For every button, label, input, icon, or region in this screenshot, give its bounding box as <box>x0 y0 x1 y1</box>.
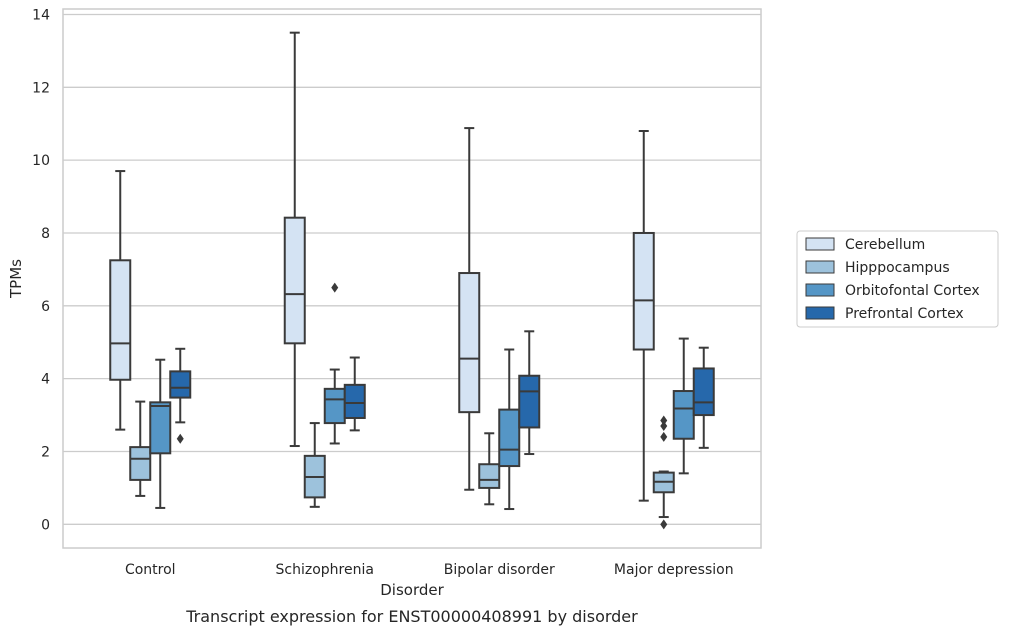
y-tick-label-4: 4 <box>41 372 50 388</box>
legend: Cerebellum Hipppocampus Orbitofontal Corte… <box>796 230 999 328</box>
x-tick-labels: Control Schizophrenia Bipolar disorder Majo… <box>125 562 734 578</box>
outlier-point-1 <box>660 420 668 431</box>
legend-item-2: Orbitofontal Cortex <box>805 283 980 299</box>
box-3-2 <box>672 337 695 475</box>
chart-caption: Transcript expression for ENST0000040899… <box>185 607 638 626</box>
legend-swatch <box>805 283 835 297</box>
box-2-1 <box>478 432 501 506</box>
y-tick-label-2: 2 <box>41 444 50 460</box>
outlier-point-3 <box>660 519 668 530</box>
box-1-3 <box>343 356 366 432</box>
legend-label: Orbitofontal Cortex <box>845 283 980 299</box>
box-3-0 <box>632 130 655 502</box>
box-iqr <box>283 216 306 345</box>
box-1-2 <box>323 282 346 445</box>
outlier-point-2 <box>660 415 668 426</box>
box-iqr <box>518 374 541 429</box>
y-tick-label-8: 8 <box>41 226 50 242</box>
legend-frame <box>796 230 999 328</box>
legend-swatch <box>805 237 835 251</box>
y-tick-label-10: 10 <box>32 153 50 169</box>
box-3-3 <box>692 346 715 449</box>
box-0-0 <box>109 170 132 431</box>
outlier-point-0 <box>176 433 184 444</box>
box-iqr <box>632 231 655 351</box>
y-tick-label-0: 0 <box>41 517 50 533</box>
box-iqr <box>672 390 695 440</box>
x-axis-label: Disorder <box>380 581 444 599</box>
box-iqr <box>109 259 132 381</box>
outlier-point-0 <box>660 431 668 442</box>
y-tick-label-6: 6 <box>41 299 50 315</box>
box-iqr <box>343 383 366 419</box>
box-2-2 <box>498 348 521 511</box>
box-iqr <box>169 370 192 399</box>
legend-swatch <box>805 306 835 320</box>
box-iqr <box>498 408 521 468</box>
box-iqr <box>323 387 346 425</box>
legend-item-3: Prefrontal Cortex <box>805 306 964 322</box>
box-1-0 <box>283 31 306 448</box>
y-tick-label-14: 14 <box>32 7 50 23</box>
plot-area-frame <box>62 8 762 549</box>
y-tick-labels: 0 2 4 6 8 10 12 14 <box>32 7 50 533</box>
box-0-1 <box>129 400 152 497</box>
x-tick-label-1: Schizophrenia <box>276 562 374 578</box>
box-iqr <box>458 272 481 414</box>
box-iqr <box>478 463 501 489</box>
outlier-point-0 <box>331 282 339 293</box>
box-2-3 <box>518 330 541 456</box>
x-tick-label-3: Major depression <box>614 562 734 578</box>
legend-item-0: Cerebellum <box>805 237 925 253</box>
box-iqr <box>129 446 152 481</box>
legend-label: Cerebellum <box>845 237 925 253</box>
box-iqr <box>692 367 715 417</box>
legend-label: Prefrontal Cortex <box>845 306 964 322</box>
box-2-0 <box>458 127 481 491</box>
legend-swatch <box>805 260 835 274</box>
box-0-3 <box>169 347 192 444</box>
box-1-1 <box>303 422 326 508</box>
y-axis-label: TPMs <box>7 259 25 299</box>
x-tick-label-2: Bipolar disorder <box>444 562 555 578</box>
boxes <box>109 31 715 530</box>
box-3-1 <box>652 415 675 530</box>
legend-item-1: Hipppocampus <box>805 260 950 276</box>
box-0-2 <box>149 358 172 509</box>
x-tick-label-0: Control <box>125 562 176 578</box>
legend-label: Hipppocampus <box>845 260 950 276</box>
y-tick-label-12: 12 <box>32 80 50 96</box>
box-iqr <box>149 401 172 455</box>
